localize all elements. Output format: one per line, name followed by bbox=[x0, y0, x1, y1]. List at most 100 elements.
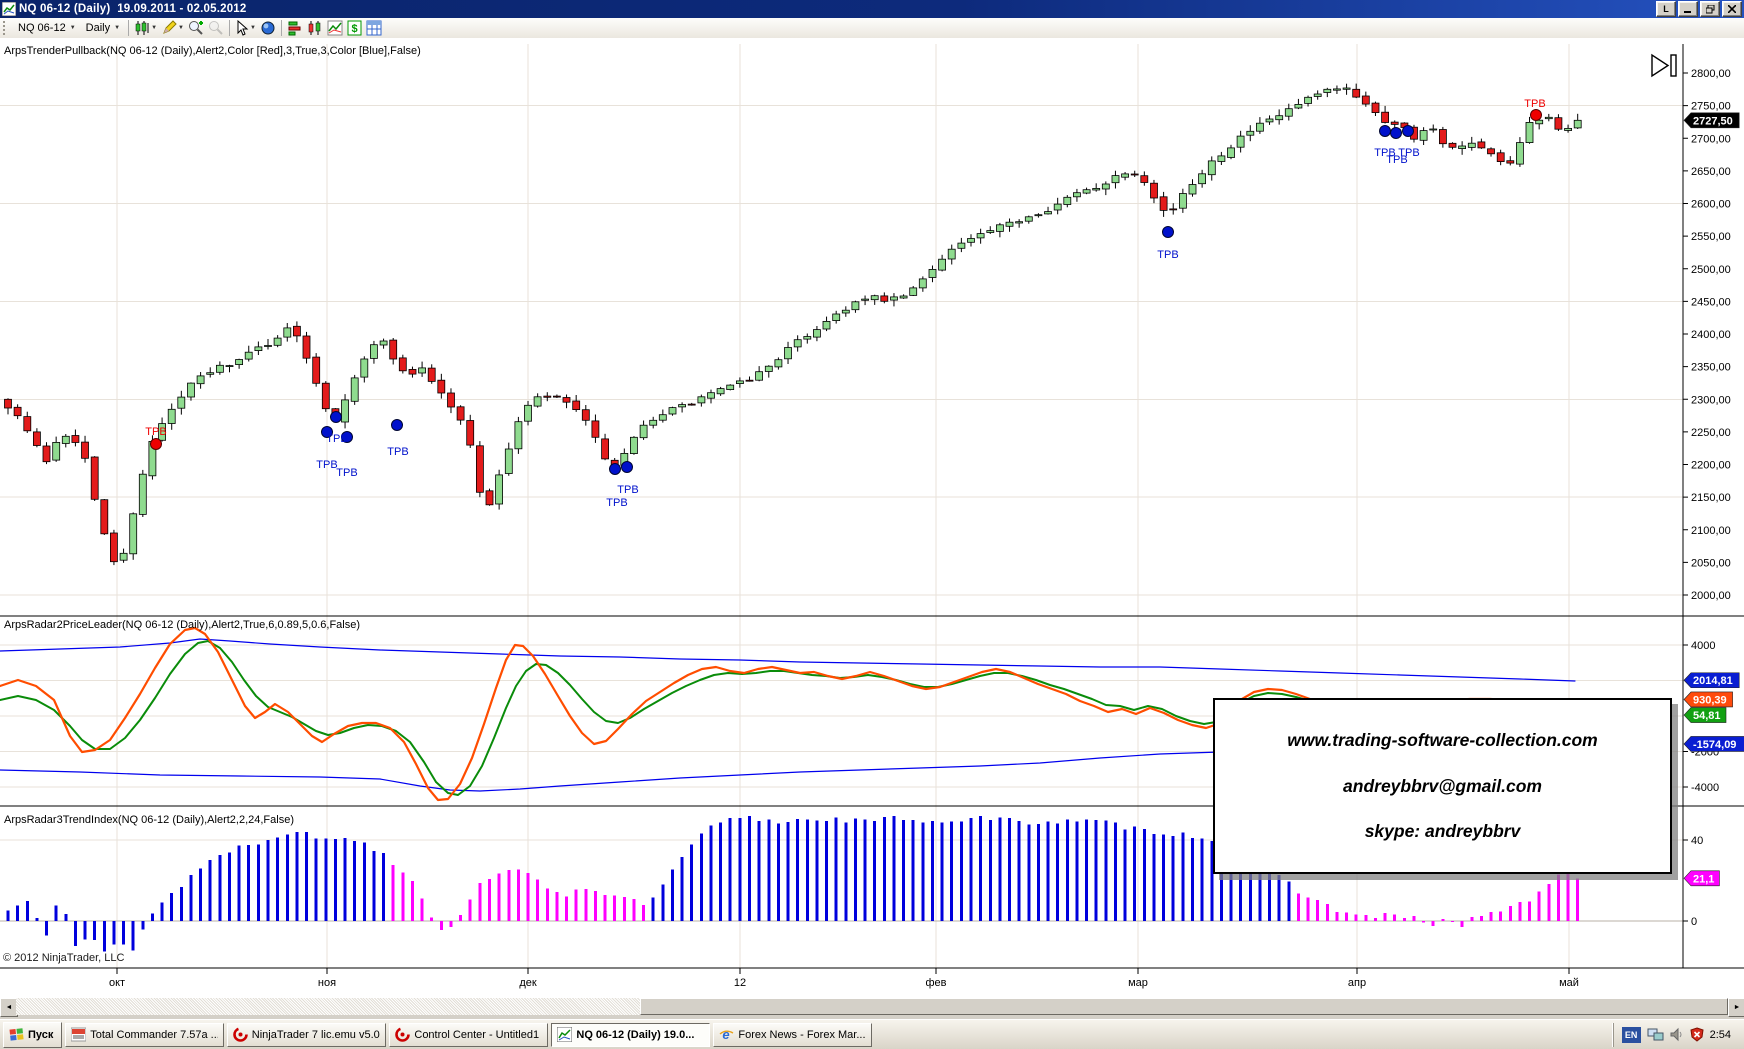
taskbar-clock[interactable]: 2:54 bbox=[1709, 1028, 1731, 1041]
total-commander-icon bbox=[71, 1027, 87, 1042]
svg-text:TPB: TPB bbox=[387, 446, 408, 458]
taskbar-item-control-center[interactable]: Control Center - Untitled1 bbox=[389, 1022, 549, 1047]
instrument-selector[interactable]: NQ 06-12 ▼ bbox=[13, 21, 81, 35]
watermark-line: andreybbrv@gmail.com bbox=[1343, 775, 1542, 796]
start-button[interactable]: Пуск bbox=[3, 1021, 63, 1048]
toolbar-separator bbox=[128, 20, 130, 36]
svg-text:2450,00: 2450,00 bbox=[1691, 296, 1731, 308]
system-tray: EN 2:54 bbox=[1612, 1022, 1741, 1047]
svg-text:54,81: 54,81 bbox=[1693, 710, 1721, 722]
zoom-in-button[interactable] bbox=[186, 19, 206, 37]
taskbar-item-ninjatrader[interactable]: NinjaTrader 7 lic.emu v5.06 bbox=[227, 1022, 387, 1047]
svg-text:2500,00: 2500,00 bbox=[1691, 264, 1731, 276]
account-dollar-button[interactable]: $ bbox=[345, 19, 364, 37]
svg-text:-1574,09: -1574,09 bbox=[1693, 739, 1736, 751]
scroll-right-button[interactable]: ► bbox=[1728, 998, 1744, 1017]
svg-text:2700,00: 2700,00 bbox=[1691, 133, 1731, 145]
svg-text:2000,00: 2000,00 bbox=[1691, 590, 1731, 602]
svg-text:дек: дек bbox=[519, 977, 537, 989]
svg-text:2150,00: 2150,00 bbox=[1691, 492, 1731, 504]
restore-button[interactable] bbox=[1700, 1, 1720, 17]
crosshair-button[interactable] bbox=[258, 19, 278, 37]
interval-label: Daily bbox=[85, 22, 111, 34]
svg-text:TPB: TPB bbox=[1386, 154, 1407, 166]
svg-text:апр: апр bbox=[1348, 977, 1366, 989]
volume-icon[interactable] bbox=[1670, 1027, 1684, 1042]
chart-trader-button[interactable] bbox=[285, 19, 305, 37]
taskbar-item-total-commander[interactable]: Total Commander 7.57a ... bbox=[65, 1022, 225, 1047]
toolbar-separator bbox=[228, 20, 230, 36]
svg-text:930,39: 930,39 bbox=[1693, 694, 1727, 706]
chart-app-icon bbox=[1, 1, 17, 17]
taskbar-item-label: Forex News - Forex Mar... bbox=[738, 1028, 866, 1041]
taskbar-item-forex-news[interactable]: e Forex News - Forex Mar... bbox=[713, 1022, 873, 1047]
value-tags: 2014,81 930,39 54,81 -1574,09 21,1 2727,50 bbox=[1683, 112, 1744, 887]
scrollbar-thumb[interactable] bbox=[640, 998, 1728, 1015]
svg-text:e: e bbox=[723, 1027, 730, 1042]
svg-text:2050,00: 2050,00 bbox=[1691, 557, 1731, 569]
trend-index-histogram bbox=[6, 815, 1580, 952]
watermark-line: skype: andreybbrv bbox=[1364, 820, 1521, 841]
svg-text:фев: фев bbox=[925, 977, 946, 989]
svg-text:2250,00: 2250,00 bbox=[1691, 427, 1731, 439]
panel-label-price: ArpsTrenderPullback(NQ 06-12 (Daily),Ale… bbox=[4, 45, 421, 57]
grid-lines bbox=[0, 44, 1683, 968]
chevron-down-icon: ▼ bbox=[178, 25, 184, 31]
bars-panel-button[interactable] bbox=[305, 19, 325, 37]
close-button[interactable] bbox=[1722, 1, 1742, 17]
link-button[interactable]: L bbox=[1656, 1, 1676, 17]
chevron-down-icon: ▼ bbox=[151, 25, 158, 31]
svg-text:май: май bbox=[1559, 977, 1579, 989]
interval-selector[interactable]: Daily ▼ bbox=[81, 21, 125, 35]
svg-text:мар: мар bbox=[1128, 977, 1148, 989]
network-icon[interactable] bbox=[1647, 1027, 1664, 1042]
svg-text:4000: 4000 bbox=[1691, 640, 1715, 652]
ninjatrader-icon bbox=[233, 1027, 248, 1042]
taskbar: Пуск Total Commander 7.57a ... NinjaTrad… bbox=[0, 1019, 1744, 1049]
svg-text:12: 12 bbox=[734, 977, 746, 989]
svg-text:2550,00: 2550,00 bbox=[1691, 231, 1731, 243]
svg-text:TPB: TPB bbox=[336, 467, 357, 479]
ninjatrader-icon bbox=[395, 1027, 411, 1042]
chart-type-button[interactable] bbox=[325, 19, 345, 37]
svg-text:TPB: TPB bbox=[1524, 98, 1545, 110]
data-grid-button[interactable] bbox=[364, 19, 384, 37]
svg-text:ноя: ноя bbox=[318, 977, 336, 989]
svg-text:-4000: -4000 bbox=[1691, 782, 1719, 794]
taskbar-item-label: NinjaTrader 7 lic.emu v5.06 bbox=[251, 1028, 381, 1041]
chart-style-button[interactable]: ▼ bbox=[132, 19, 159, 37]
panel-label-radar3: ArpsRadar3TrendIndex(NQ 06-12 (Daily),Al… bbox=[4, 814, 294, 826]
scrollbar-track[interactable] bbox=[16, 998, 640, 1015]
security-shield-icon[interactable] bbox=[1690, 1027, 1704, 1042]
toolbar-separator bbox=[280, 20, 282, 36]
panel-label-radar2: ArpsRadar2PriceLeader(NQ 06-12 (Daily),A… bbox=[4, 619, 361, 631]
watermark-box: www.trading-software-collection.com andr… bbox=[1213, 698, 1672, 874]
taskbar-item-chart-active[interactable]: NQ 06-12 (Daily) 19.0... bbox=[551, 1022, 711, 1047]
language-indicator[interactable]: EN bbox=[1621, 1026, 1641, 1043]
chevron-down-icon: ▼ bbox=[69, 25, 76, 31]
watermark-line: www.trading-software-collection.com bbox=[1287, 730, 1598, 751]
svg-text:2014,81: 2014,81 bbox=[1693, 675, 1733, 687]
taskbar-item-label: Total Commander 7.57a ... bbox=[90, 1028, 219, 1041]
chevron-down-icon: ▼ bbox=[114, 25, 121, 31]
svg-text:2350,00: 2350,00 bbox=[1691, 362, 1731, 374]
svg-text:2300,00: 2300,00 bbox=[1691, 394, 1731, 406]
svg-text:TPB: TPB bbox=[145, 426, 166, 438]
minimize-button[interactable] bbox=[1678, 1, 1698, 17]
svg-text:2400,00: 2400,00 bbox=[1691, 329, 1731, 341]
zoom-out-button[interactable] bbox=[206, 19, 226, 37]
svg-text:TPB: TPB bbox=[326, 433, 347, 445]
windows-logo-icon bbox=[9, 1028, 24, 1041]
draw-tools-button[interactable]: ▼ bbox=[159, 19, 186, 37]
svg-text:2200,00: 2200,00 bbox=[1691, 460, 1731, 472]
chart-area[interactable]: TPB TPB TPB TPB TPB TPB TPB TPB TPB TPB TPB TPB 2800… bbox=[0, 38, 1744, 998]
chart-scrollbar[interactable]: ◄ ► bbox=[0, 998, 1744, 1017]
cursor-button[interactable]: ▼ bbox=[233, 19, 258, 37]
window-title: NQ 06-12 (Daily) 19.09.2011 - 02.05.2012 bbox=[19, 3, 247, 15]
toolbar-grip[interactable] bbox=[3, 21, 9, 35]
svg-text:2750,00: 2750,00 bbox=[1691, 101, 1731, 113]
instrument-label: NQ 06-12 bbox=[18, 22, 66, 34]
svg-text:2600,00: 2600,00 bbox=[1691, 199, 1731, 211]
